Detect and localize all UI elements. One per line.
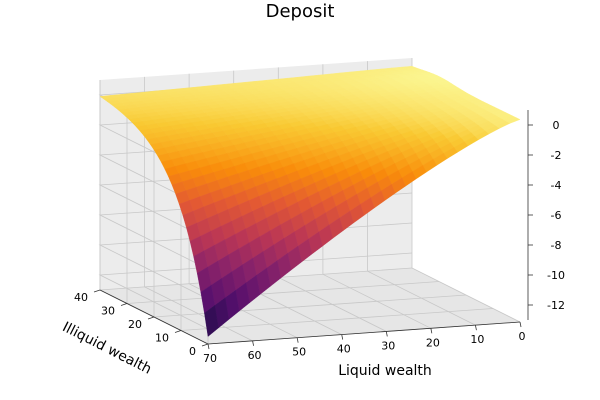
y-tick-label: 30 — [101, 305, 115, 318]
x-tick-mark — [341, 334, 344, 340]
z-tick-label: -10 — [547, 269, 565, 282]
x-tick-label: 30 — [381, 339, 395, 352]
y-tick-label: 20 — [128, 318, 142, 331]
z-tick-label: -8 — [551, 239, 562, 252]
x-tick-label: 70 — [203, 352, 217, 365]
x-axis-line — [207, 321, 521, 345]
y-tick-mark — [120, 303, 128, 306]
x-tick-mark — [207, 343, 210, 350]
z-tick-label: -6 — [551, 209, 562, 222]
y-tick-label: 10 — [155, 332, 169, 345]
x-tick-label: 50 — [292, 346, 306, 359]
y-tick-label: 0 — [189, 345, 196, 358]
chart-title: Deposit — [266, 1, 335, 22]
x-tick-label: 20 — [426, 336, 440, 349]
x-tick-mark — [475, 325, 477, 331]
y-tick-mark — [174, 330, 182, 333]
tick-labels: 70 60 50 40 30 20 10 0 0 10 20 30 40 0 -2 -4 -6 -8 -10 -12 — [74, 119, 565, 365]
x-tick-label: 10 — [470, 333, 484, 346]
y-tick-mark — [147, 316, 155, 320]
surface-mesh — [99, 65, 521, 337]
surface-face — [204, 305, 219, 337]
x-axis-title: Liquid wealth — [338, 363, 432, 379]
x-tick-mark — [252, 340, 254, 346]
z-tick-label: 0 — [553, 119, 560, 132]
x-tick-mark — [430, 328, 433, 334]
x-tick-mark — [385, 331, 388, 337]
y-tick-mark — [201, 343, 209, 347]
y-tick-label: 40 — [74, 291, 88, 304]
z-tick-label: -2 — [551, 149, 562, 162]
x-tick-label: 60 — [248, 349, 262, 362]
x-tick-label: 40 — [337, 343, 351, 356]
y-tick-mark — [93, 289, 101, 293]
z-tick-label: -12 — [547, 299, 565, 312]
x-tick-mark — [519, 321, 522, 328]
x-tick-label: 0 — [519, 330, 526, 343]
z-tick-label: -4 — [551, 179, 562, 192]
x-tick-mark — [296, 337, 299, 343]
